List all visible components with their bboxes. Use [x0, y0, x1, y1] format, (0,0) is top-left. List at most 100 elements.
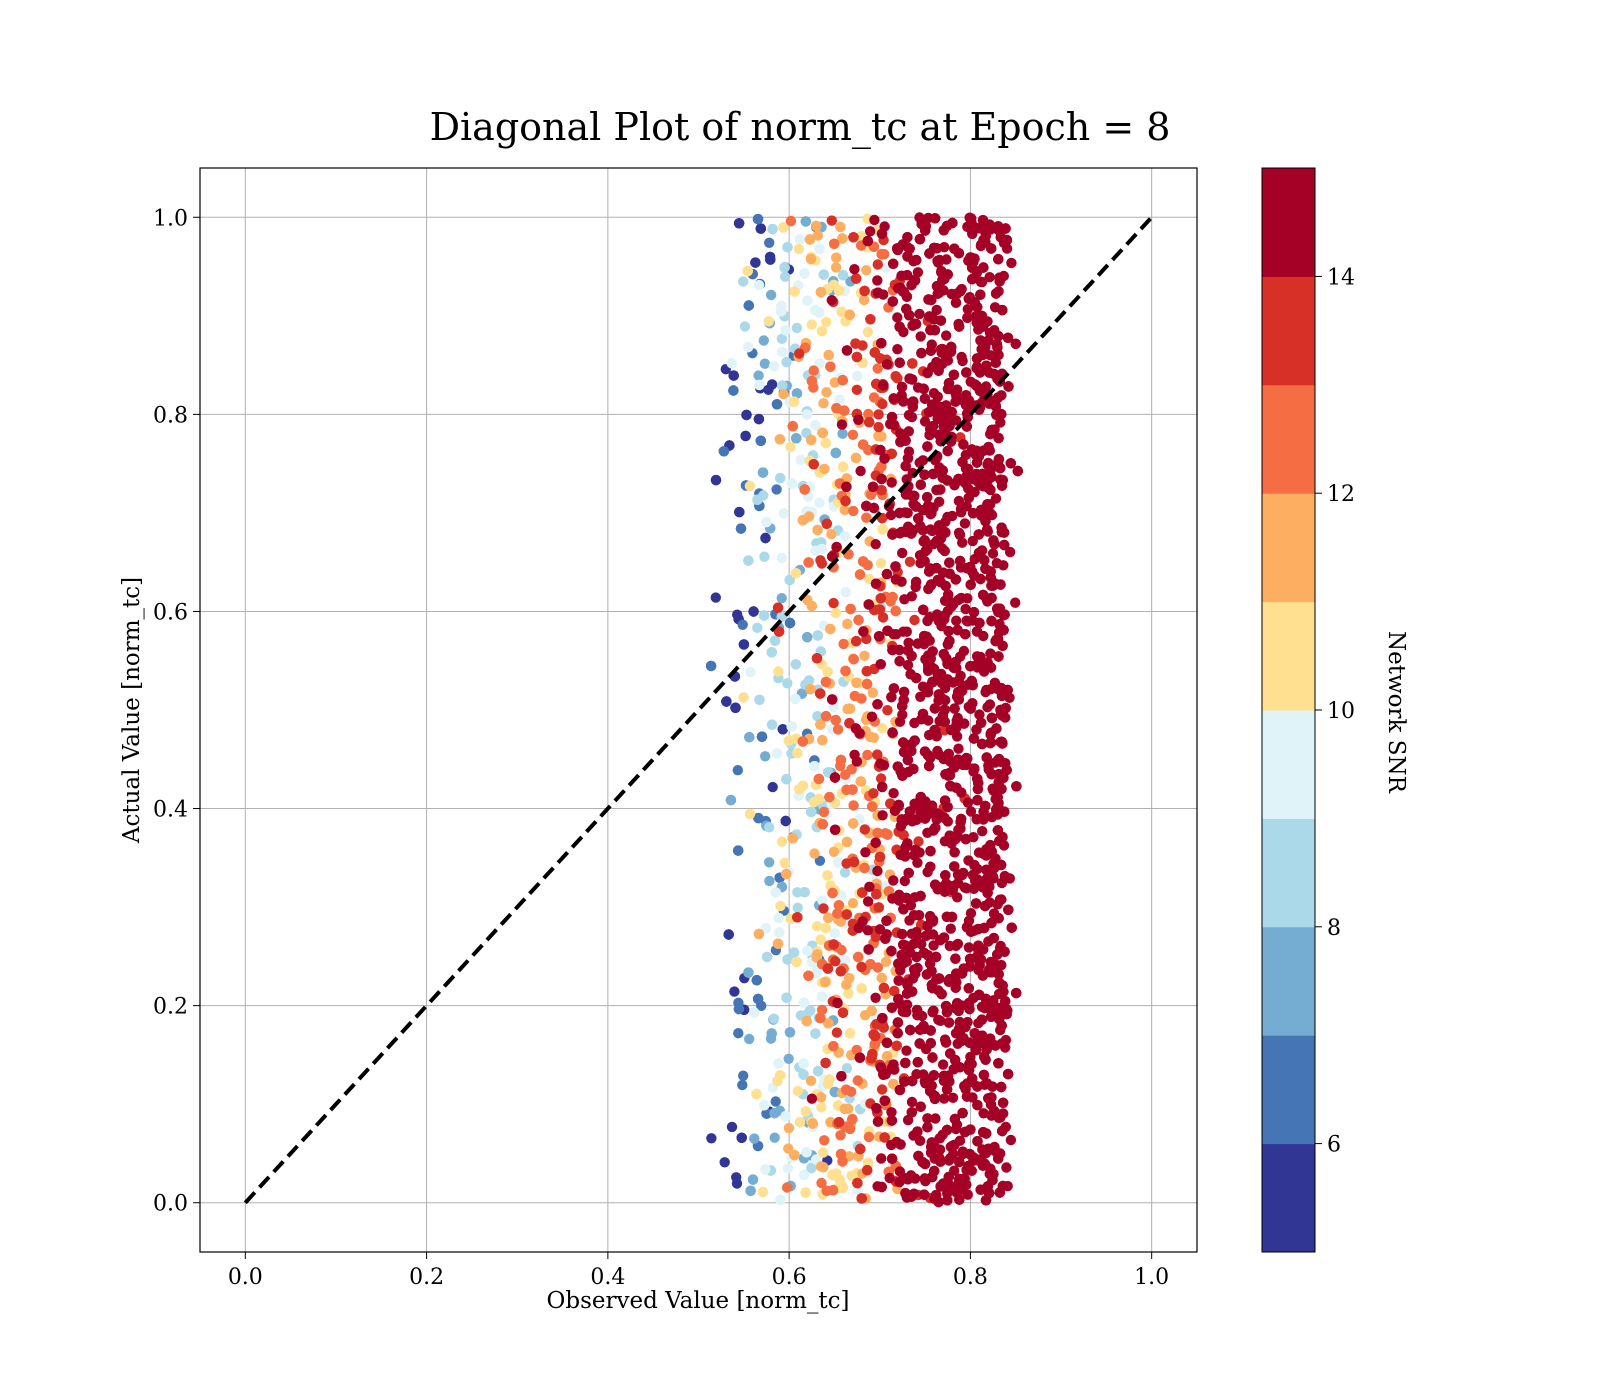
- scatter-point: [814, 243, 825, 254]
- scatter-point: [776, 333, 788, 344]
- scatter-point: [962, 221, 973, 232]
- scatter-point: [895, 282, 906, 293]
- scatter-point: [744, 732, 755, 743]
- scatter-point: [968, 607, 980, 618]
- scatter-point: [775, 900, 786, 912]
- scatter-point: [777, 724, 788, 735]
- scatter-point: [773, 626, 785, 637]
- scatter-point: [848, 232, 859, 243]
- scatter-point: [752, 213, 764, 225]
- scatter-point: [812, 1066, 824, 1077]
- scatter-point: [862, 896, 874, 907]
- scatter-point: [873, 902, 884, 913]
- scatter-point: [948, 599, 959, 610]
- scatter-point: [791, 956, 802, 968]
- scatter-point: [856, 983, 867, 994]
- scatter-point: [910, 1173, 921, 1184]
- scatter-point: [803, 970, 814, 981]
- scatter-point: [915, 331, 926, 342]
- scatter-point: [943, 748, 954, 760]
- scatter-point: [1005, 1134, 1017, 1146]
- scatter-point: [848, 818, 859, 829]
- scatter-point: [798, 997, 809, 1008]
- scatter-point: [767, 223, 778, 235]
- scatter-point: [735, 523, 747, 534]
- scatter-point: [915, 479, 926, 490]
- scatter-point: [983, 1093, 994, 1104]
- scatter-point: [781, 1182, 793, 1193]
- scatter-point: [988, 932, 999, 944]
- scatter-point: [876, 485, 887, 496]
- scatter-point: [877, 398, 888, 410]
- scatter-point: [789, 286, 800, 297]
- scatter-point: [922, 1122, 933, 1133]
- scatter-point: [877, 810, 888, 821]
- scatter-point: [804, 511, 815, 522]
- scatter-point: [790, 693, 801, 705]
- scatter-point: [817, 895, 828, 906]
- scatter-point: [815, 719, 826, 730]
- scatter-point: [953, 743, 964, 754]
- scatter-point: [892, 244, 903, 256]
- scatter-point: [828, 846, 840, 857]
- scatter-point: [816, 326, 828, 337]
- scatter-point: [902, 754, 914, 766]
- scatter-point: [828, 1041, 839, 1052]
- scatter-point: [877, 781, 888, 793]
- scatter-point: [794, 234, 805, 245]
- scatter-point: [881, 1037, 893, 1049]
- scatter-point: [830, 956, 841, 967]
- scatter-point: [823, 1018, 834, 1029]
- scatter-point: [970, 898, 982, 909]
- scatter-point: [748, 1007, 760, 1018]
- scatter-point: [705, 660, 717, 672]
- scatter-point: [1002, 1005, 1013, 1016]
- scatter-point: [839, 530, 851, 542]
- scatter-point: [988, 1105, 1000, 1117]
- scatter-point: [984, 699, 996, 710]
- scatter-point: [963, 942, 975, 953]
- scatter-point: [930, 1113, 941, 1124]
- scatter-point: [774, 927, 785, 938]
- scatter-point: [934, 496, 945, 507]
- scatter-point: [957, 1148, 968, 1160]
- scatter-point: [884, 1172, 895, 1184]
- scatter-point: [730, 702, 741, 713]
- scatter-point: [826, 295, 837, 306]
- scatter-point: [878, 982, 890, 994]
- scatter-point: [870, 992, 881, 1003]
- scatter-point: [902, 507, 913, 519]
- scatter-point: [886, 945, 897, 957]
- chart-title: Diagonal Plot of norm_tc at Epoch = 8: [430, 105, 1171, 150]
- scatter-point: [993, 454, 1005, 465]
- scatter-point: [953, 473, 964, 485]
- scatter-point: [809, 848, 820, 859]
- scatter-point: [893, 975, 904, 986]
- scatter-point: [854, 1052, 866, 1063]
- scatter-point: [950, 940, 962, 951]
- scatter-point: [706, 1133, 717, 1144]
- scatter-point: [738, 639, 750, 650]
- scatter-point: [773, 1058, 784, 1069]
- scatter-point: [986, 243, 997, 254]
- scatter-point: [886, 1153, 898, 1164]
- scatter-point: [771, 484, 782, 495]
- scatter-point: [978, 1069, 990, 1081]
- scatter-point: [829, 377, 840, 388]
- scatter-point: [968, 883, 979, 894]
- scatter-point: [792, 887, 803, 898]
- scatter-point: [855, 465, 866, 477]
- scatter-point: [873, 430, 884, 442]
- scatter-point: [798, 1169, 810, 1181]
- scatter-point: [820, 676, 832, 688]
- scatter-point: [876, 228, 888, 239]
- scatter-point: [855, 776, 866, 787]
- scatter-point: [815, 1012, 826, 1024]
- scatter-point: [738, 276, 749, 287]
- scatter-point: [758, 335, 769, 346]
- scatter-point: [861, 678, 873, 690]
- scatter-point: [787, 421, 798, 432]
- scatter-point: [873, 409, 884, 420]
- scatter-point: [851, 351, 863, 363]
- scatter-point: [943, 1171, 954, 1183]
